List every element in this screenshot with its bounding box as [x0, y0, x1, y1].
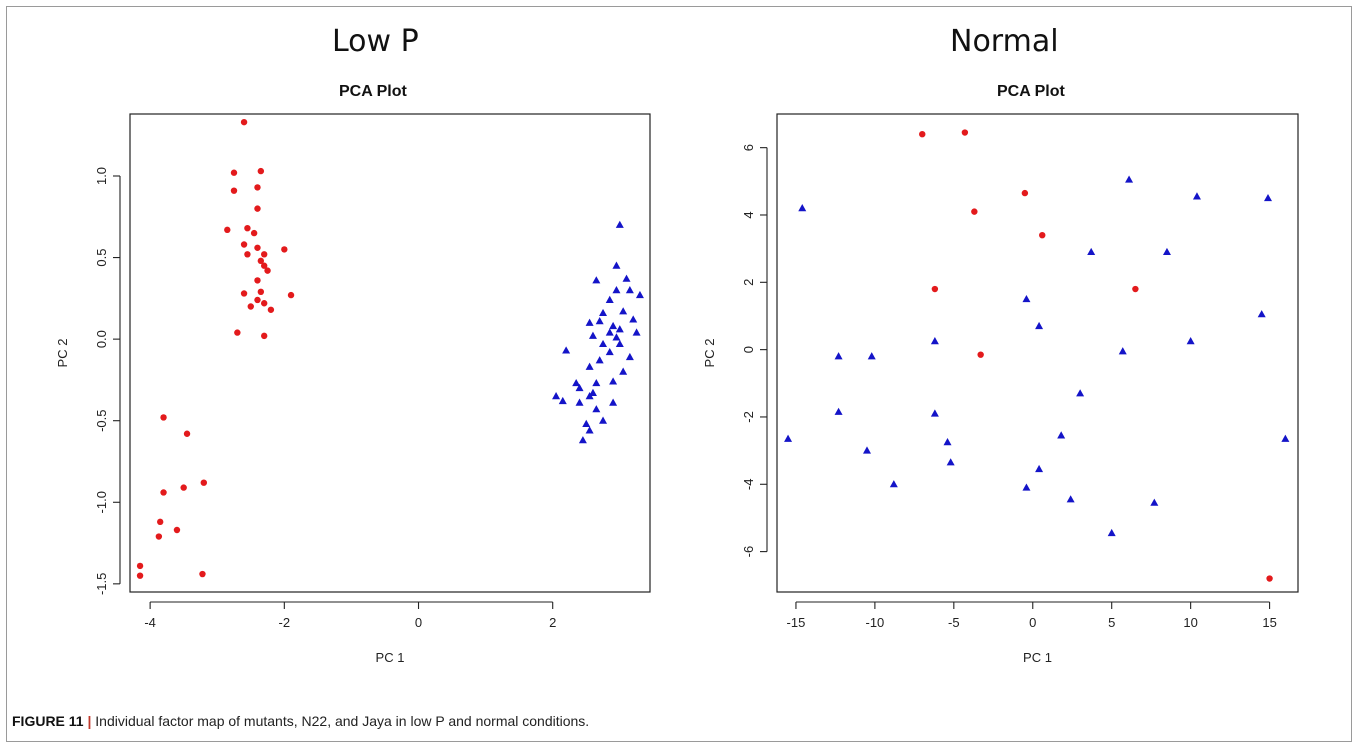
plot-title-low-p: PCA Plot: [339, 83, 407, 100]
figure-caption: FIGURE 11 | Individual factor map of mut…: [12, 713, 589, 729]
figure-caption-separator: |: [87, 713, 92, 729]
figure-caption-label: FIGURE 11: [12, 713, 84, 729]
panel-title-normal: Normal: [950, 24, 1059, 59]
figure-caption-text: Individual factor map of mutants, N22, a…: [95, 713, 590, 729]
figure-frame: [6, 6, 1352, 742]
plot-title-normal: PCA Plot: [997, 83, 1065, 100]
panel-title-low-p: Low P: [332, 24, 419, 59]
